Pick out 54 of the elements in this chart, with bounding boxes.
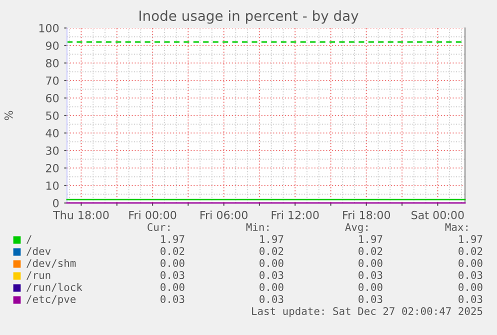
x-tick-label: Thu 18:00 xyxy=(53,210,109,220)
text: 0.03 xyxy=(160,271,184,280)
text: Cur: xyxy=(148,223,170,232)
text: 0.02 xyxy=(358,247,382,256)
y-tick-label: 20 xyxy=(46,164,59,172)
y-tick-label: 30 xyxy=(46,146,59,155)
x-tick-label: Fri 18:00 xyxy=(343,210,390,220)
legend-label: /etc/pve xyxy=(26,295,76,306)
text: 0.03 xyxy=(458,295,482,304)
y-tick-label: 70 xyxy=(46,76,59,85)
text: 0.00 xyxy=(358,259,382,268)
x-tick-label: Fri 00:00 xyxy=(129,210,176,220)
text: 0.03 xyxy=(160,295,184,304)
text: 0.00 xyxy=(458,259,482,268)
legend-label: /dev/shm xyxy=(26,258,76,268)
text: Last update: Sat Dec 27 02:00:47 2025 xyxy=(252,306,482,318)
y-tick-label: 0 xyxy=(53,198,59,208)
text: 0.02 xyxy=(160,247,184,256)
x-tick-label: Fri 06:00 xyxy=(200,210,248,220)
y-tick-label: 40 xyxy=(46,128,59,138)
legend-label: /run xyxy=(26,271,50,280)
y-tick-label: 80 xyxy=(46,58,59,68)
text: 0.00 xyxy=(160,283,184,292)
text: Min: xyxy=(246,222,268,231)
text: 1.97 xyxy=(260,235,284,244)
text: 0.03 xyxy=(260,295,284,304)
text: 0.00 xyxy=(260,283,284,292)
y-tick-label: 90 xyxy=(46,41,59,50)
text: 1.97 xyxy=(359,235,382,244)
text: Max: xyxy=(445,223,468,232)
text: 0.00 xyxy=(458,283,482,292)
text: 1.97 xyxy=(459,235,482,244)
y-tick-label: 60 xyxy=(46,94,59,102)
legend-label: / xyxy=(26,235,32,244)
text: Avg: xyxy=(345,223,368,234)
y-tick-label: 50 xyxy=(46,111,59,120)
text: 1.97 xyxy=(161,235,184,244)
y-tick-label: 100 xyxy=(39,24,59,32)
text: 0.03 xyxy=(358,271,382,280)
text: 0.03 xyxy=(458,271,482,280)
chart-title: Inode usage in percent - by day xyxy=(140,10,358,24)
y-axis-title: % xyxy=(4,110,13,120)
y-tick-label: 10 xyxy=(46,181,59,190)
text: 0.03 xyxy=(260,271,284,280)
x-tick-label: Sat 00:00 xyxy=(412,210,464,220)
text: 0.02 xyxy=(260,247,284,256)
text: 0.00 xyxy=(160,259,184,268)
text: 0.02 xyxy=(458,247,482,256)
x-tick-label: Fri 12:00 xyxy=(272,210,319,220)
text: 0.00 xyxy=(260,259,284,268)
legend-label: /dev xyxy=(26,246,51,256)
text: 0.03 xyxy=(358,295,382,304)
text: 0.00 xyxy=(358,283,382,292)
legend-label: /run/lock xyxy=(26,282,82,292)
